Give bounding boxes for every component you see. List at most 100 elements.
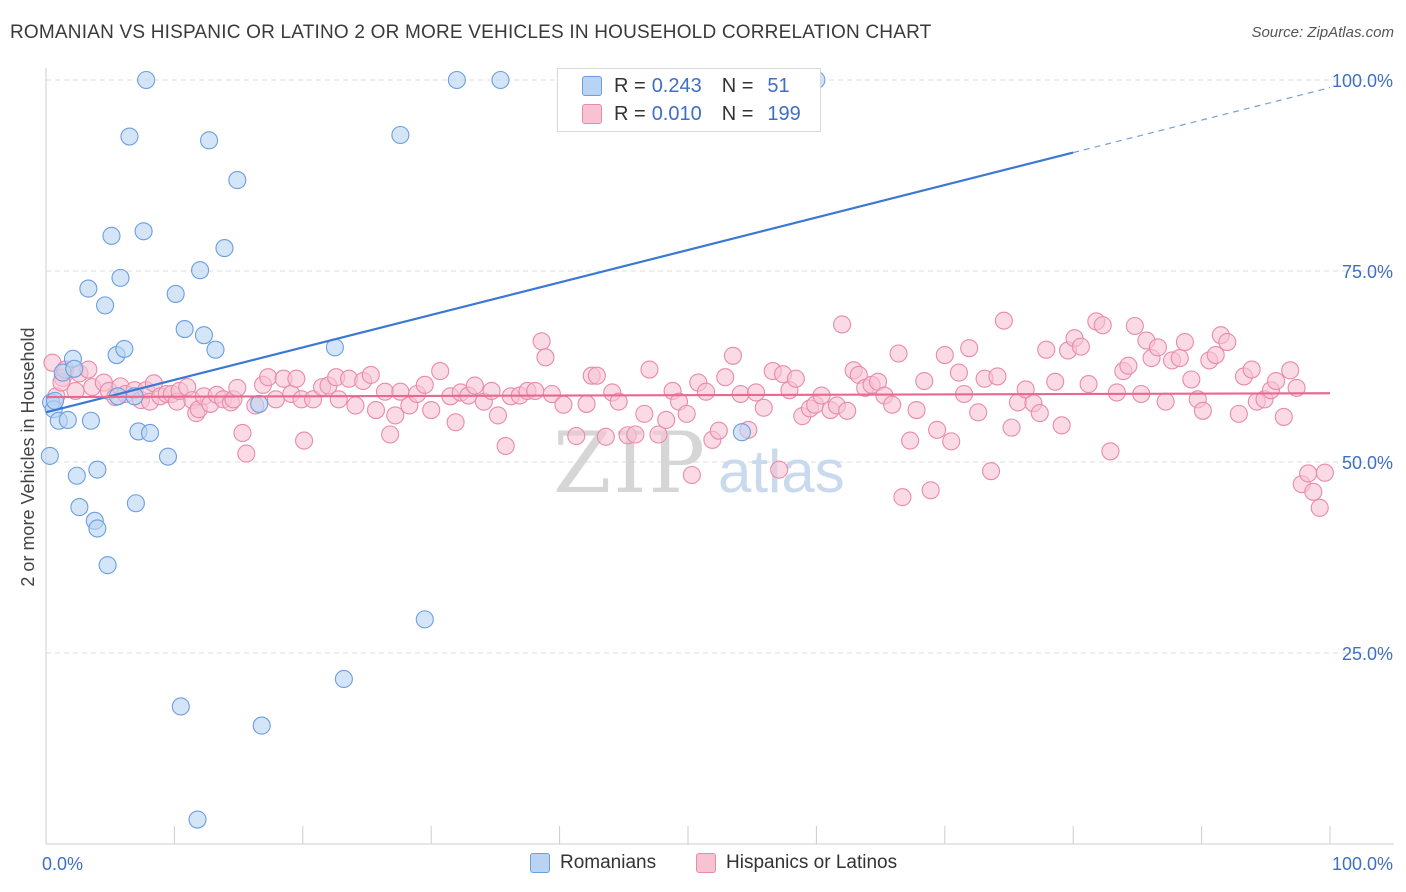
hispanics-point: [901, 431, 920, 450]
hispanics-point: [1206, 345, 1225, 365]
hispanics-trend-line: [45, 392, 1331, 399]
hispanics-point: [1193, 401, 1212, 420]
romanians-point: [88, 519, 107, 538]
romanians-point: [175, 320, 194, 339]
romanians-point: [120, 127, 139, 146]
hispanics-point: [422, 400, 441, 420]
hispanics-point: [1148, 338, 1167, 357]
hispanics-point: [228, 378, 247, 397]
hispanics-point: [960, 339, 979, 358]
romanians-point: [158, 447, 178, 466]
r-label: R =: [614, 102, 646, 125]
hispanics-point: [1287, 378, 1306, 397]
hispanics-point: [259, 368, 278, 387]
stats-legend: R = 0.243 N = 51 R = 0.010 N = 199: [557, 68, 821, 132]
hispanics-point: [709, 421, 728, 440]
r-label: R =: [614, 74, 646, 97]
hispanics-point: [1182, 370, 1201, 389]
y-tick-label: 100.0%: [1332, 71, 1393, 91]
romanians-point: [391, 125, 410, 145]
hispanics-point: [577, 394, 596, 413]
y-tick-label: 50.0%: [1342, 453, 1393, 473]
hispanics-point: [626, 425, 645, 444]
hispanics-point: [770, 460, 789, 479]
legend-item-hispanics[interactable]: Hispanics or Latinos: [696, 852, 897, 874]
hispanics-point: [381, 425, 400, 444]
hispanics-point: [716, 368, 735, 387]
hispanics-point: [233, 423, 252, 443]
hispanics-point: [1079, 375, 1098, 394]
hispanics-point: [747, 383, 766, 402]
hispanics-point: [237, 444, 256, 463]
hispanics-legend-swatch: [696, 853, 716, 873]
hispanics-point: [942, 432, 961, 451]
trend-lines: [45, 87, 1331, 414]
romanians-point: [98, 556, 117, 575]
hispanics-point: [883, 395, 902, 414]
hispanics-point: [1281, 361, 1300, 380]
watermark: ZIP atlas: [553, 414, 845, 512]
hispanics-point: [596, 427, 615, 446]
romanians-point: [252, 716, 271, 735]
romanians-point: [732, 423, 751, 442]
n-label: N =: [721, 102, 754, 125]
series-legend: Romanians Hispanics or Latinos: [0, 852, 1406, 878]
hispanics-point: [1119, 356, 1138, 375]
chart-title: ROMANIAN VS HISPANIC OR LATINO 2 OR MORE…: [10, 22, 932, 43]
romanians-point: [137, 70, 156, 90]
hispanics-point: [609, 392, 628, 411]
hispanics-point: [635, 404, 654, 423]
romanians-swatch: [582, 76, 602, 96]
x-tick-label: 100.0%: [1332, 854, 1393, 874]
hispanics-point: [1299, 464, 1318, 483]
romanians-point: [191, 261, 210, 280]
series-romanians-points: [40, 70, 826, 829]
hispanics-point: [446, 413, 465, 432]
grid-lines: [46, 79, 1394, 654]
hispanics-point: [889, 344, 908, 363]
romanians-point: [215, 239, 234, 258]
hispanics-point: [1274, 407, 1293, 426]
hispanics-point: [833, 315, 852, 334]
hispanics-point: [838, 401, 857, 420]
romanians-point: [447, 70, 466, 90]
romanians-point: [102, 226, 121, 245]
hispanics-point: [386, 406, 405, 425]
hispanics-point: [542, 384, 561, 404]
hispanics-point: [1093, 316, 1112, 335]
hispanics-point: [1002, 418, 1021, 437]
romanians-point: [188, 810, 207, 829]
romanians-trend-extension: [1073, 87, 1331, 154]
hispanics-point: [649, 425, 668, 444]
legend-label-hispanics: Hispanics or Latinos: [726, 852, 898, 873]
hispanics-point: [415, 375, 434, 394]
hispanics-point: [567, 426, 586, 446]
romanians-trend-line: [45, 151, 1074, 414]
romanians-point: [194, 326, 213, 345]
hispanics-point: [361, 365, 380, 384]
n-label: N =: [721, 74, 754, 97]
hispanics-point: [696, 382, 716, 401]
romanians-point: [111, 268, 130, 287]
hispanics-point: [640, 360, 659, 379]
hispanics-point: [786, 369, 805, 388]
romanians-point: [491, 70, 510, 90]
romanians-point: [200, 131, 219, 150]
hispanics-point: [366, 400, 386, 420]
hispanics-point: [1030, 404, 1049, 423]
romanians-point: [79, 279, 98, 298]
hispanics-point: [1052, 416, 1071, 435]
tick-labels: 25.0% 50.0% 75.0% 100.0% 0.0% 100.0%: [42, 71, 1393, 874]
hispanics-point: [915, 371, 934, 391]
romanians-point: [250, 394, 269, 413]
romanians-point: [126, 494, 145, 513]
romanians-point: [415, 610, 434, 629]
hispanics-point: [526, 381, 545, 400]
romanians-point: [134, 222, 153, 241]
legend-item-romanians[interactable]: Romanians: [530, 852, 656, 874]
hispanics-point: [928, 420, 947, 439]
hispanics-point: [988, 367, 1007, 386]
romanians-point: [67, 466, 86, 485]
hispanics-point: [431, 362, 450, 381]
